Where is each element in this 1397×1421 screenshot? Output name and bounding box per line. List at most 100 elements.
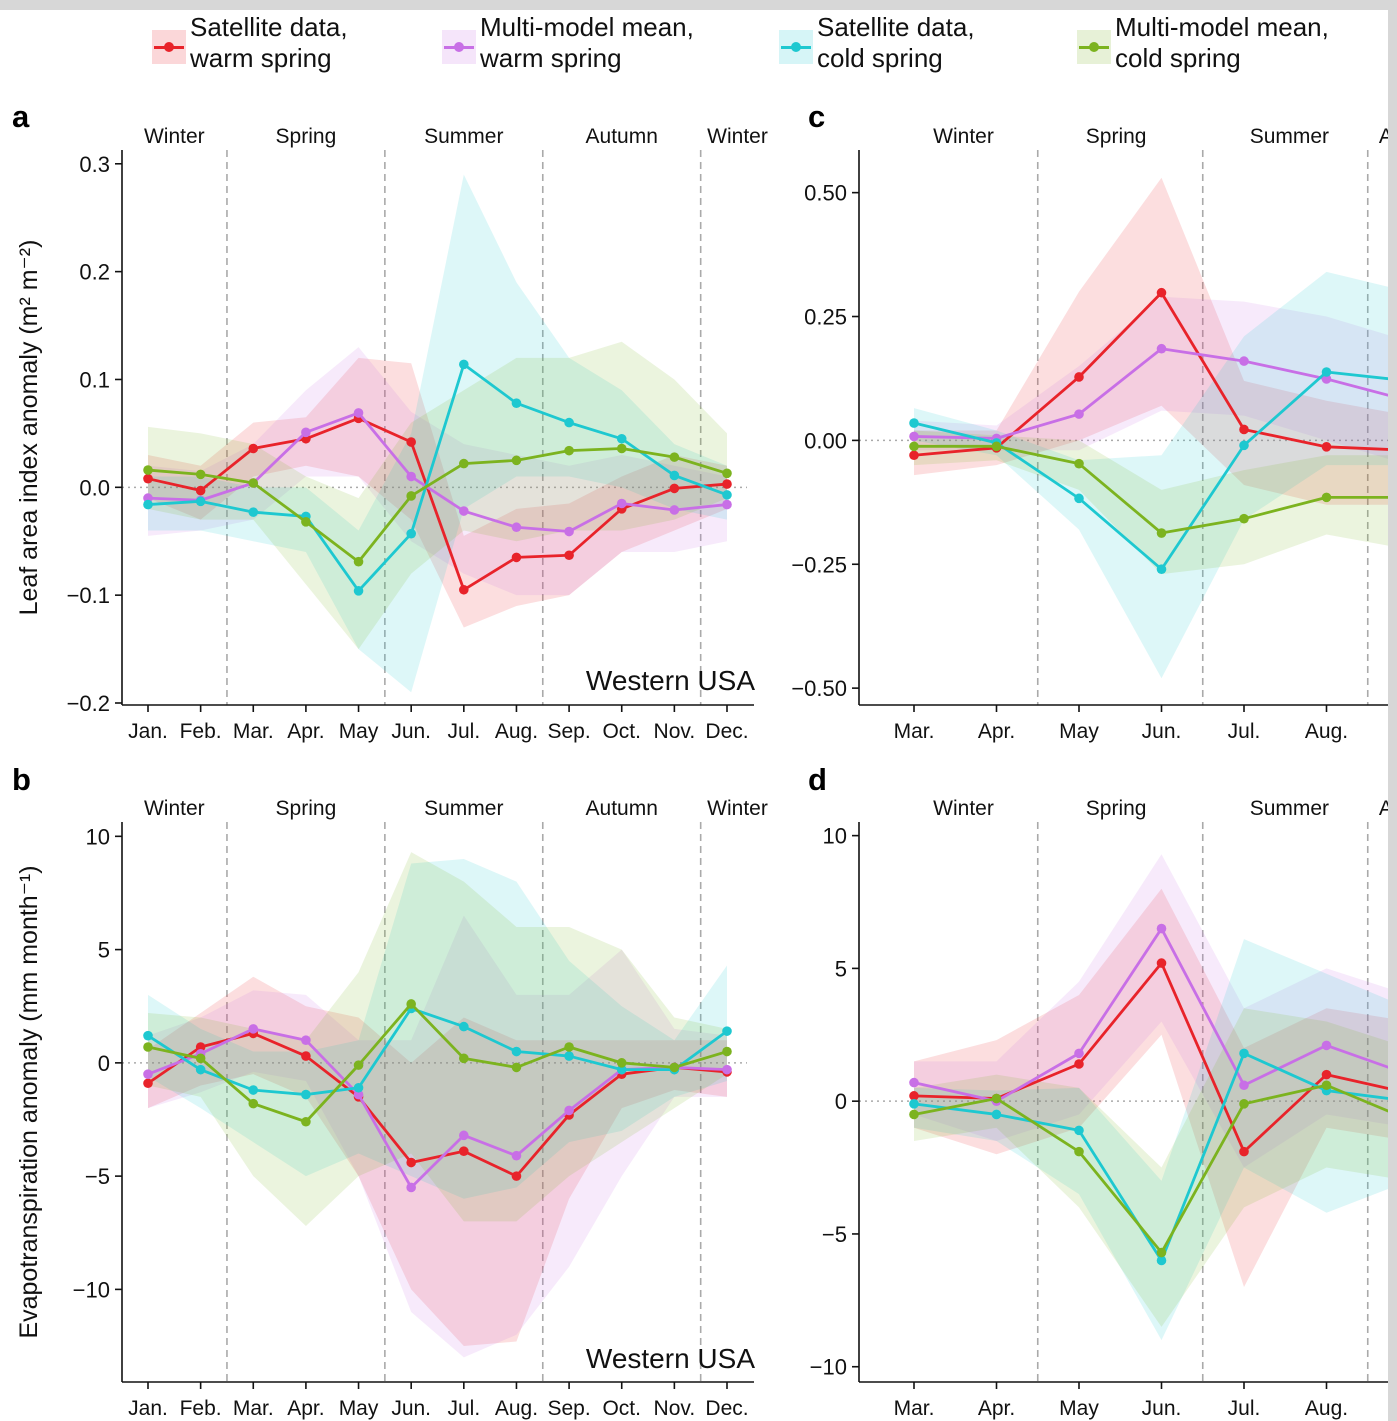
legend-item-multimodel-cold: Multi-model mean, cold spring: [1077, 12, 1329, 74]
legend-item-satellite-warm: Satellite data, warm spring: [152, 12, 348, 74]
band-mm_cold: [148, 852, 727, 1226]
point-sat_cold: [669, 470, 680, 481]
point-mm_warm: [1239, 356, 1249, 366]
x-tick-label: Mar.: [233, 1397, 274, 1420]
point-mm_cold: [1321, 492, 1332, 503]
y-tick-label: −0.1: [67, 583, 110, 608]
point-mm_warm: [1074, 409, 1084, 419]
point-sat_cold: [511, 1046, 522, 1057]
panel-c: c Winter Spring Summer A −0.50 −0.25 0.00 0.25 0.…: [791, 99, 1388, 743]
season-label: Winter: [933, 125, 994, 148]
season-label: Summer: [1250, 797, 1329, 820]
point-mm_cold: [459, 1053, 469, 1064]
point-mm_cold: [1239, 1099, 1249, 1109]
season-label: Autumn: [586, 797, 658, 820]
point-sat_cold: [353, 586, 364, 596]
point-sat_warm: [1156, 958, 1167, 968]
y-tick-label: −0.50: [791, 676, 847, 701]
season-label: Summer: [424, 797, 503, 820]
point-mm_warm: [248, 1024, 259, 1034]
point-mm_warm: [722, 499, 732, 510]
y-tick-label: 5: [98, 938, 110, 963]
y-tick-label: 0: [835, 1089, 847, 1114]
point-sat_cold: [459, 1021, 469, 1032]
window-right-border: [1388, 0, 1397, 1421]
point-mm_cold: [353, 556, 364, 567]
x-tick-label: Oct.: [602, 720, 641, 743]
point-mm_cold: [301, 1116, 311, 1127]
window-top-border: [0, 0, 1397, 10]
y-tick-label: 10: [823, 824, 847, 849]
point-sat_cold: [1156, 564, 1167, 575]
point-mm_cold: [616, 1058, 627, 1068]
x-tick-label: Aug.: [1305, 1397, 1348, 1420]
panel-letter: a: [12, 99, 30, 134]
point-mm_cold: [991, 441, 1002, 452]
point-mm_warm: [301, 1035, 311, 1046]
point-mm_warm: [406, 471, 416, 482]
x-tick-label: Mar.: [894, 720, 935, 743]
point-sat_warm: [511, 1171, 522, 1181]
point-mm_cold: [909, 1109, 919, 1120]
point-mm_cold: [669, 452, 680, 462]
y-tick-label: −0.25: [791, 552, 847, 577]
point-sat_cold: [248, 1085, 259, 1095]
point-sat_warm: [511, 552, 522, 563]
point-mm_cold: [406, 491, 416, 501]
y-tick-label: −10: [810, 1355, 847, 1380]
point-sat_warm: [1074, 372, 1084, 382]
point-sat_warm: [406, 437, 416, 447]
y-tick-label: 0.2: [79, 260, 110, 285]
x-tick-label: Oct.: [602, 1397, 641, 1420]
point-mm_cold: [1156, 528, 1167, 538]
point-mm_warm: [1321, 1040, 1332, 1051]
point-mm_cold: [1321, 1080, 1332, 1091]
point-mm_cold: [195, 1053, 206, 1064]
x-tick-label: Jun.: [1142, 720, 1182, 743]
point-mm_cold: [1074, 1146, 1084, 1157]
region-annotation: Western USA: [586, 665, 755, 696]
point-mm_cold: [1156, 1247, 1167, 1258]
season-label: Autumn: [586, 125, 658, 148]
x-tick-label: Sep.: [547, 720, 590, 743]
panel-letter: c: [808, 99, 825, 134]
point-mm_cold: [511, 1062, 522, 1073]
x-tick-label: Dec.: [705, 720, 748, 743]
point-sat_warm: [195, 485, 206, 496]
point-sat_cold: [564, 417, 574, 428]
point-sat_warm: [459, 584, 469, 595]
point-mm_cold: [1074, 458, 1084, 469]
point-sat_cold: [909, 1099, 919, 1109]
point-mm_cold: [143, 465, 153, 475]
legend-key-multimodel-warm: [442, 30, 476, 64]
point-sat_cold: [991, 1109, 1002, 1120]
point-mm_cold: [909, 441, 919, 452]
band-sat_warm: [914, 888, 1388, 1288]
point-sat_cold: [195, 1064, 206, 1075]
season-label: Winter: [707, 125, 768, 148]
point-mm_cold: [301, 517, 311, 527]
point-sat_cold: [143, 1030, 153, 1041]
region-annotation: Western USA: [586, 1343, 755, 1374]
band-mm_warm: [148, 347, 727, 596]
season-label: Summer: [424, 125, 503, 148]
point-mm_cold: [459, 458, 469, 469]
point-sat_cold: [722, 490, 732, 500]
point-sat_cold: [722, 1026, 732, 1036]
legend-label-multimodel-warm: Multi-model mean, warm spring: [480, 12, 694, 73]
series-line-mm_warm: [147, 411, 728, 533]
y-tick-label: 0.1: [79, 367, 110, 392]
series-line-sat_warm: [147, 1032, 728, 1178]
point-mm_cold: [248, 478, 259, 488]
band-sat_cold: [914, 271, 1388, 679]
point-sat_warm: [301, 1051, 311, 1061]
series-line-mm_cold: [147, 1002, 728, 1124]
point-mm_warm: [722, 1064, 732, 1075]
point-sat_warm: [1321, 442, 1332, 452]
point-mm_cold: [722, 468, 732, 479]
point-sat_cold: [1239, 440, 1249, 451]
point-mm_cold: [564, 445, 574, 456]
point-sat_warm: [248, 443, 259, 454]
legend-item-satellite-cold: Satellite data, cold spring: [779, 12, 975, 74]
